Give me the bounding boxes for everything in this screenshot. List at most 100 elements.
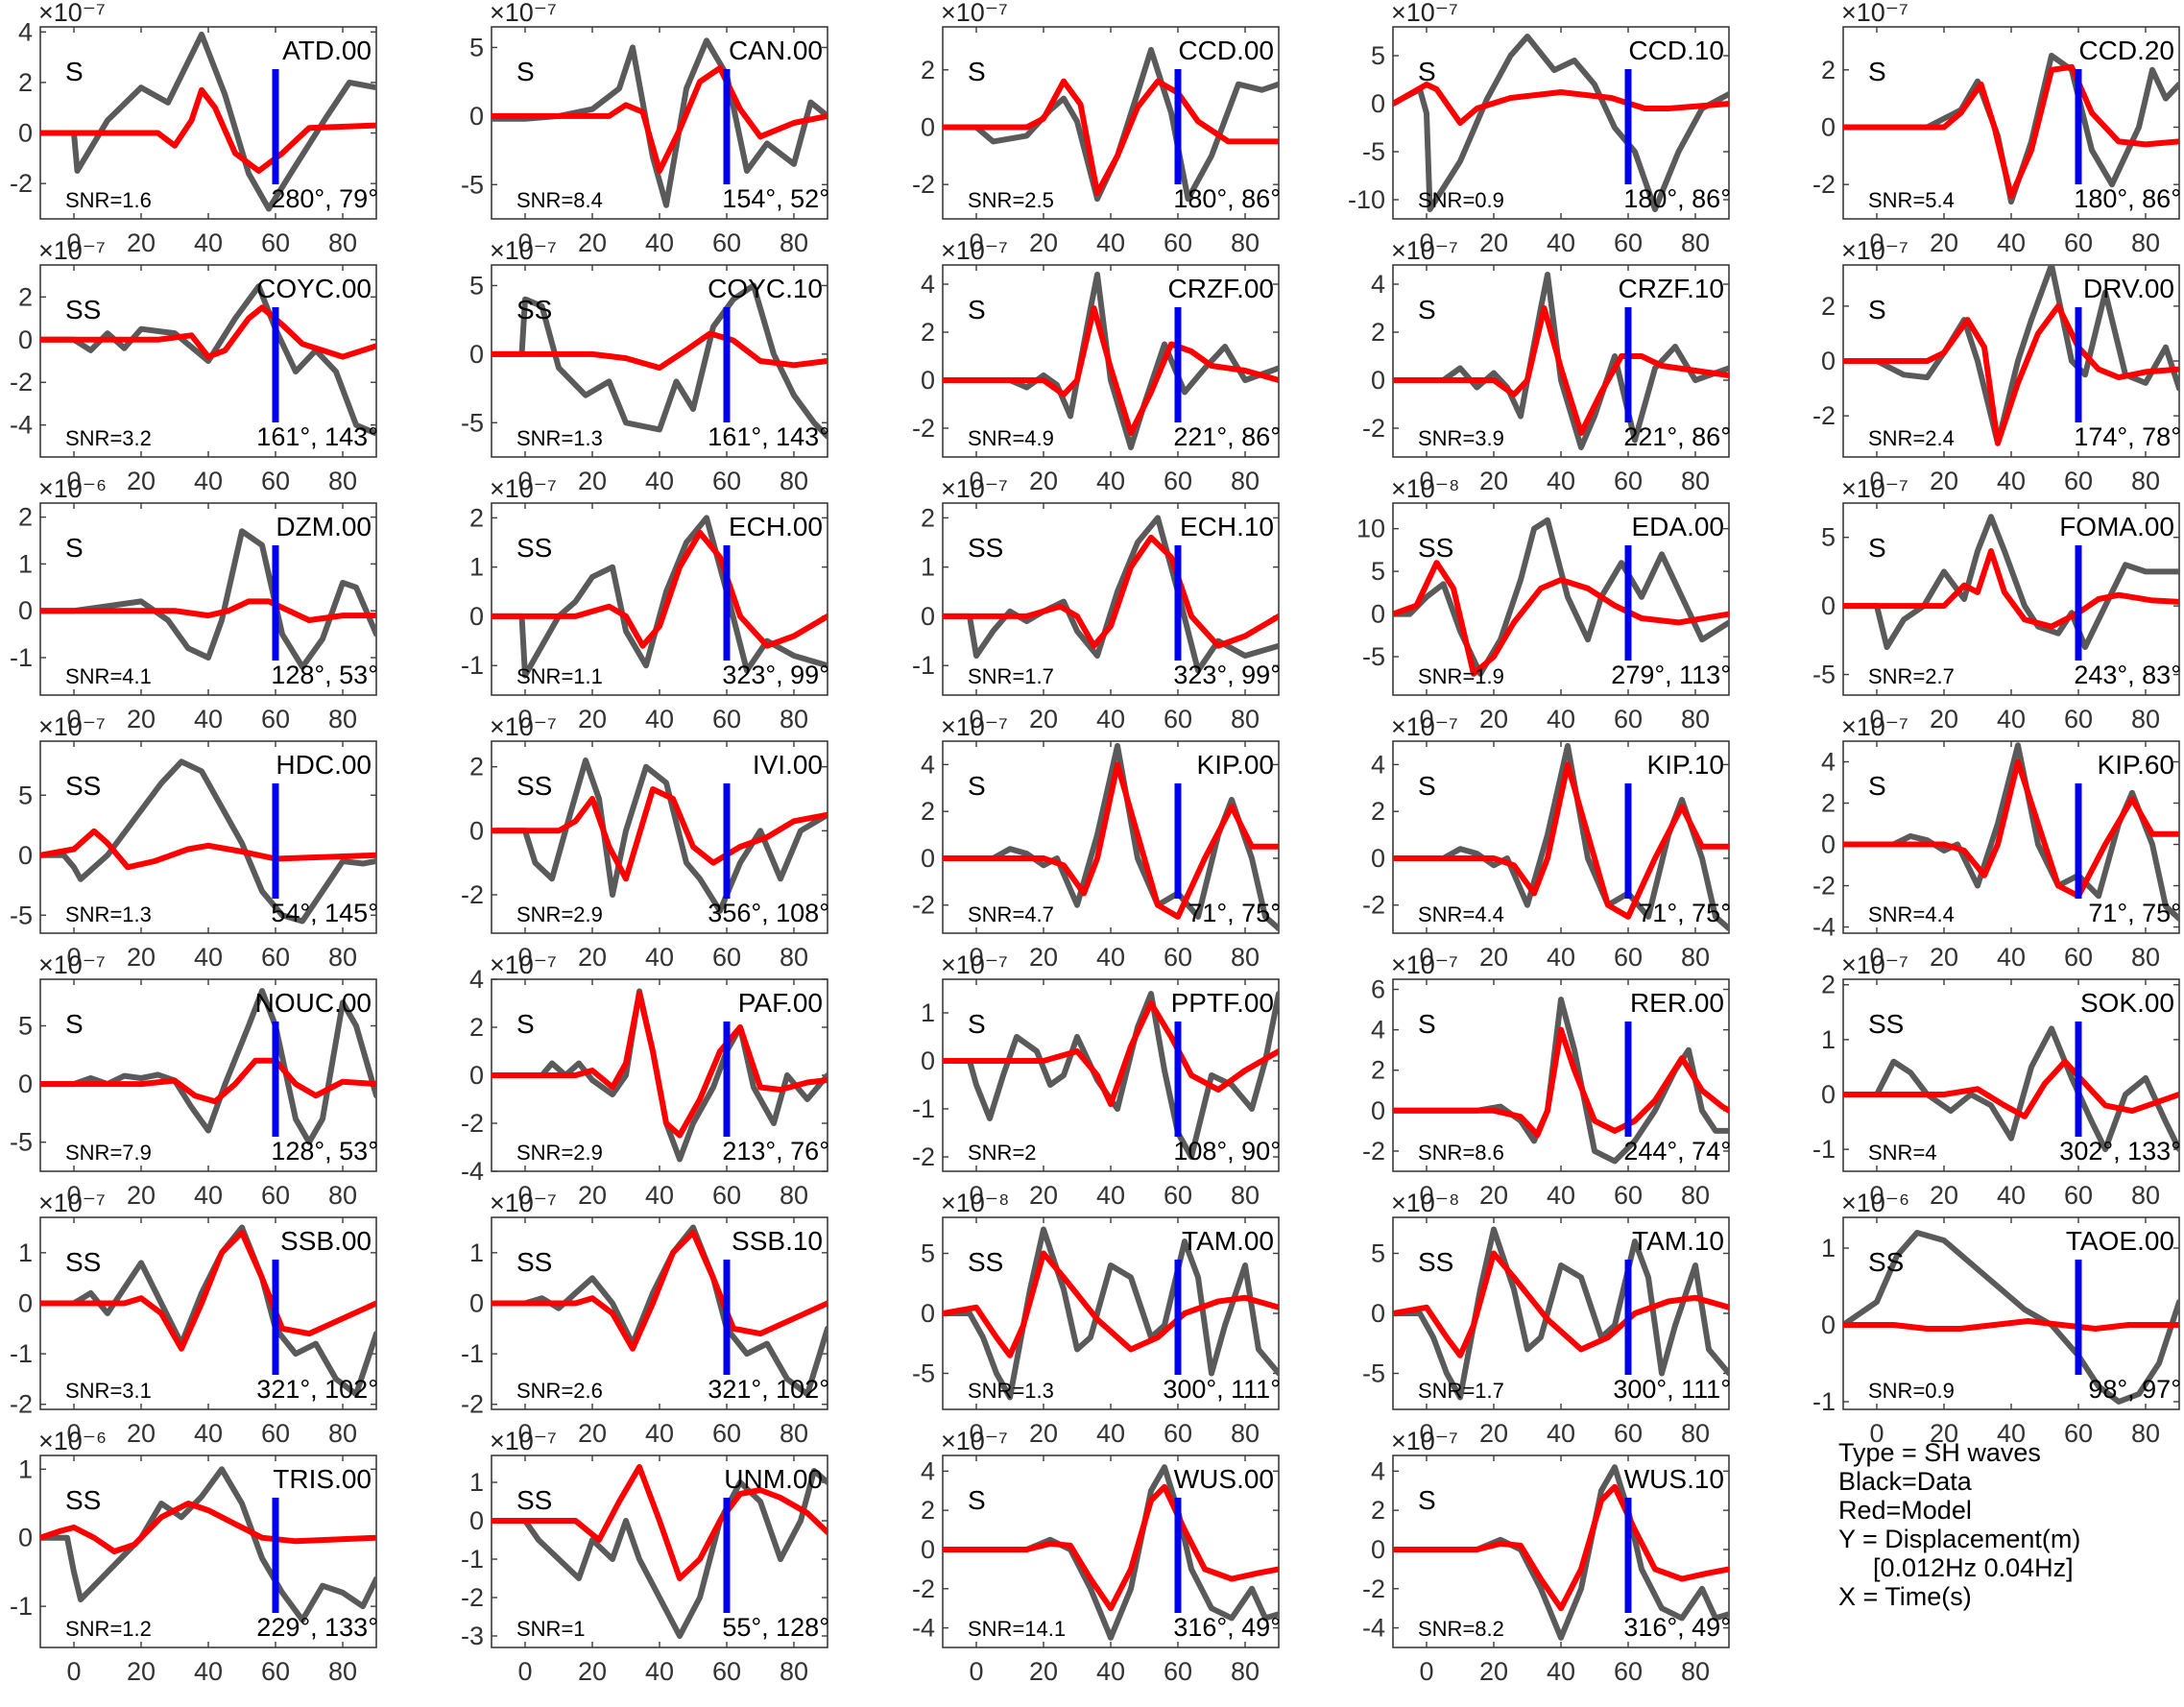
exponent-label: ×10⁻⁷: [490, 1190, 557, 1217]
data-trace: [40, 528, 376, 670]
x-tick-label: 80: [1681, 228, 1710, 257]
x-tick-label: 80: [1681, 1181, 1710, 1210]
y-tick-label: 5: [469, 271, 484, 300]
x-tick-label: 0: [1419, 467, 1433, 495]
waveform-panel: ×10⁻⁷ 0 20 40 60 80 5 0 -5 -10 CCD.10 S SNR=0.9 180°,…: [1348, 0, 1731, 257]
model-trace: [1393, 761, 1729, 920]
x-tick-label: 80: [2131, 943, 2160, 972]
x-tick-label: 40: [194, 1657, 223, 1686]
x-tick-label: 40: [1997, 1181, 2026, 1210]
angles-label: 128°, 53°: [271, 1137, 378, 1166]
y-tick-label: 1: [469, 1238, 484, 1267]
y-tick-label: 1: [18, 1238, 33, 1267]
angles-label: 321°, 102°: [256, 1375, 378, 1404]
y-tick-label: 6: [1371, 975, 1385, 1004]
waveform-panel: ×10⁻⁷ 0 20 40 60 80 1 0 -1 -2 SSB.00 SS SNR=3.1 321°,…: [10, 1190, 378, 1448]
data-trace: [1393, 34, 1729, 212]
station-label: ECH.10: [1180, 512, 1274, 541]
x-tick-label: 80: [1231, 228, 1260, 257]
model-trace: [1843, 548, 2179, 630]
y-tick-label: 0: [1821, 591, 1836, 620]
snr-label: SNR=2.4: [1868, 426, 1955, 450]
legend-red: Red=Model: [1838, 1496, 1972, 1525]
y-tick-label: 0: [18, 596, 33, 625]
y-tick-label: -4: [1812, 913, 1836, 942]
model-trace: [40, 304, 376, 360]
phase-label: S: [1418, 771, 1436, 801]
x-tick-label: 40: [645, 1419, 674, 1448]
x-tick-label: 60: [712, 467, 741, 495]
y-tick-label: 5: [18, 1011, 33, 1040]
x-tick-label: 0: [1419, 1419, 1433, 1448]
angles-label: 154°, 52°: [722, 184, 829, 213]
x-tick-label: 0: [517, 228, 532, 257]
y-tick-label: 0: [1821, 1080, 1836, 1109]
y-tick-label: -2: [10, 169, 33, 198]
waveform-panel: ×10⁻⁸ 0 20 40 60 80 5 0 -5 TAM.00 SS SNR=1.3 300°, 1…: [912, 1190, 1281, 1448]
x-tick-label: 40: [1547, 1657, 1575, 1686]
snr-label: SNR=1.7: [1418, 1379, 1504, 1403]
y-tick-label: -1: [10, 1592, 33, 1621]
legend-x: X = Time(s): [1838, 1582, 1972, 1611]
angles-label: 323°, 99°: [1173, 661, 1281, 689]
x-tick-label: 40: [1096, 1657, 1125, 1686]
x-tick-label: 60: [2064, 943, 2093, 972]
model-trace: [492, 330, 828, 372]
phase-label: S: [516, 57, 535, 86]
y-tick-label: 0: [1821, 347, 1836, 375]
station-label: TAM.10: [1632, 1226, 1724, 1256]
phase-label: SS: [516, 295, 552, 325]
x-tick-label: 60: [1164, 1657, 1192, 1686]
x-tick-label: 80: [780, 467, 808, 495]
snr-label: SNR=4.1: [65, 664, 152, 688]
model-trace: [1843, 302, 2179, 446]
y-tick-label: -3: [461, 1622, 484, 1650]
phase-label: SS: [968, 1247, 1003, 1277]
y-tick-label: 0: [469, 340, 484, 369]
x-tick-label: 20: [578, 228, 607, 257]
angles-label: 98°, 97°: [2088, 1375, 2181, 1404]
exponent-label: ×10⁻⁶: [38, 1429, 107, 1455]
waveform-panel: ×10⁻⁷ 0 20 40 60 80 5 0 -5 NOUC.00 S SNR=7.9 128°, 5…: [10, 952, 378, 1210]
model-trace: [492, 529, 828, 649]
y-tick-label: 0: [1821, 1310, 1836, 1339]
x-tick-label: 0: [969, 1657, 983, 1686]
y-tick-label: -5: [1362, 1359, 1385, 1388]
y-tick-label: -5: [912, 1359, 935, 1388]
y-tick-label: 2: [921, 503, 935, 532]
y-tick-label: 0: [1371, 844, 1385, 873]
waveform-panel: ×10⁻⁷ 0 20 40 60 80 5 0 -5 FOMA.00 S SNR=2.7 243°, 8…: [1812, 476, 2181, 733]
angles-label: 229°, 133°: [256, 1613, 378, 1642]
y-tick-label: -4: [1362, 1614, 1385, 1643]
x-tick-label: 20: [127, 1657, 156, 1686]
phase-label: S: [1868, 771, 1886, 801]
x-tick-label: 40: [194, 1181, 223, 1210]
model-trace: [40, 598, 376, 623]
model-trace: [1393, 1483, 1729, 1612]
y-tick-label: 2: [469, 1013, 484, 1042]
angles-label: 180°, 86°: [1173, 184, 1281, 213]
data-trace: [40, 1466, 376, 1623]
x-tick-label: 0: [1869, 705, 1884, 733]
snr-label: SNR=8.6: [1418, 1141, 1504, 1165]
snr-label: SNR=14.1: [968, 1617, 1066, 1641]
x-tick-label: 20: [578, 943, 607, 972]
y-tick-label: -2: [1812, 872, 1836, 901]
x-tick-label: 0: [66, 943, 81, 972]
x-tick-label: 0: [1419, 1657, 1433, 1686]
x-tick-label: 20: [127, 943, 156, 972]
exponent-label: ×10⁻⁷: [490, 476, 557, 503]
y-tick-label: 5: [1371, 41, 1385, 70]
x-tick-label: 20: [1479, 705, 1508, 733]
exponent-label: ×10⁻⁷: [1391, 0, 1458, 27]
x-tick-label: 0: [517, 1419, 532, 1448]
y-tick-label: 0: [1371, 1535, 1385, 1564]
angles-label: 161°, 143°: [708, 422, 829, 451]
model-trace: [492, 1229, 828, 1352]
x-tick-label: 60: [261, 228, 290, 257]
